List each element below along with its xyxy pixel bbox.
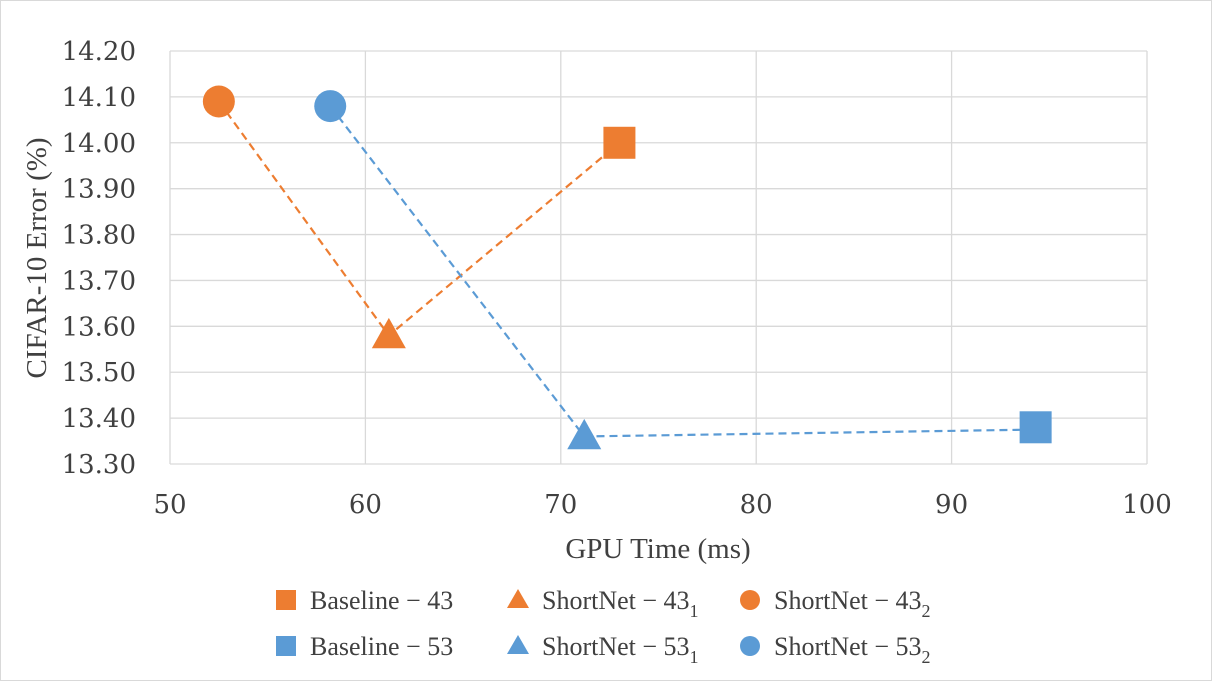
y-tick-label: 13.30	[62, 450, 136, 480]
y-tick-label: 13.80	[62, 221, 136, 251]
legend-entry-label: ShortNet − 531	[542, 632, 699, 667]
legend-entry-label: Baseline − 43	[310, 586, 453, 615]
y-tick-label: 13.60	[62, 312, 136, 342]
x-tick-label: 70	[544, 490, 577, 520]
legend: Baseline − 43 ShortNet − 431 ShortNet − 43…	[276, 586, 931, 667]
legend-entry-label: Baseline − 53	[310, 632, 453, 661]
legend-square-marker	[276, 636, 296, 656]
y-tick-label: 13.40	[62, 404, 136, 434]
y-tick-label: 14.20	[62, 37, 136, 67]
circle-data-point	[202, 85, 235, 118]
legend-entry-label: ShortNet − 532	[774, 632, 931, 667]
y-tick-label: 14.10	[62, 83, 136, 113]
x-tick-label: 90	[935, 490, 968, 520]
legend-circle-marker	[740, 590, 760, 610]
data-markers	[202, 85, 1052, 450]
legend-triangle-marker	[507, 588, 529, 608]
triangle-data-point	[371, 317, 406, 349]
y-tick-label: 13.70	[62, 266, 136, 296]
x-tick-label: 60	[349, 490, 382, 520]
triangle-data-point	[567, 418, 602, 450]
y-tick-labels: 13.30 13.40 13.50 13.60 13.70 13.80 13.90 14.00…	[62, 37, 136, 480]
legend-triangle-marker	[507, 634, 529, 654]
y-tick-label: 14.00	[62, 129, 136, 159]
legend-entry-label: ShortNet − 432	[774, 586, 931, 621]
x-tick-labels: 50 60 70 80 90 100	[153, 490, 1171, 520]
square-data-point	[1019, 411, 1052, 444]
x-tick-label: 100	[1122, 490, 1172, 520]
dashed-connector	[329, 105, 1036, 438]
x-axis-title: GPU Time (ms)	[565, 533, 750, 565]
y-tick-label: 13.90	[62, 175, 136, 205]
y-tick-label: 13.50	[62, 358, 136, 388]
x-tick-label: 50	[153, 490, 186, 520]
dashed-connector	[217, 100, 621, 338]
circle-data-point	[314, 90, 347, 123]
legend-square-marker	[276, 590, 296, 610]
x-tick-label: 80	[740, 490, 773, 520]
legend-circle-marker	[740, 636, 760, 656]
y-axis-title: CIFAR-10 Error (%)	[21, 137, 53, 378]
square-data-point	[603, 126, 636, 159]
legend-entry-label: ShortNet − 431	[542, 586, 699, 621]
